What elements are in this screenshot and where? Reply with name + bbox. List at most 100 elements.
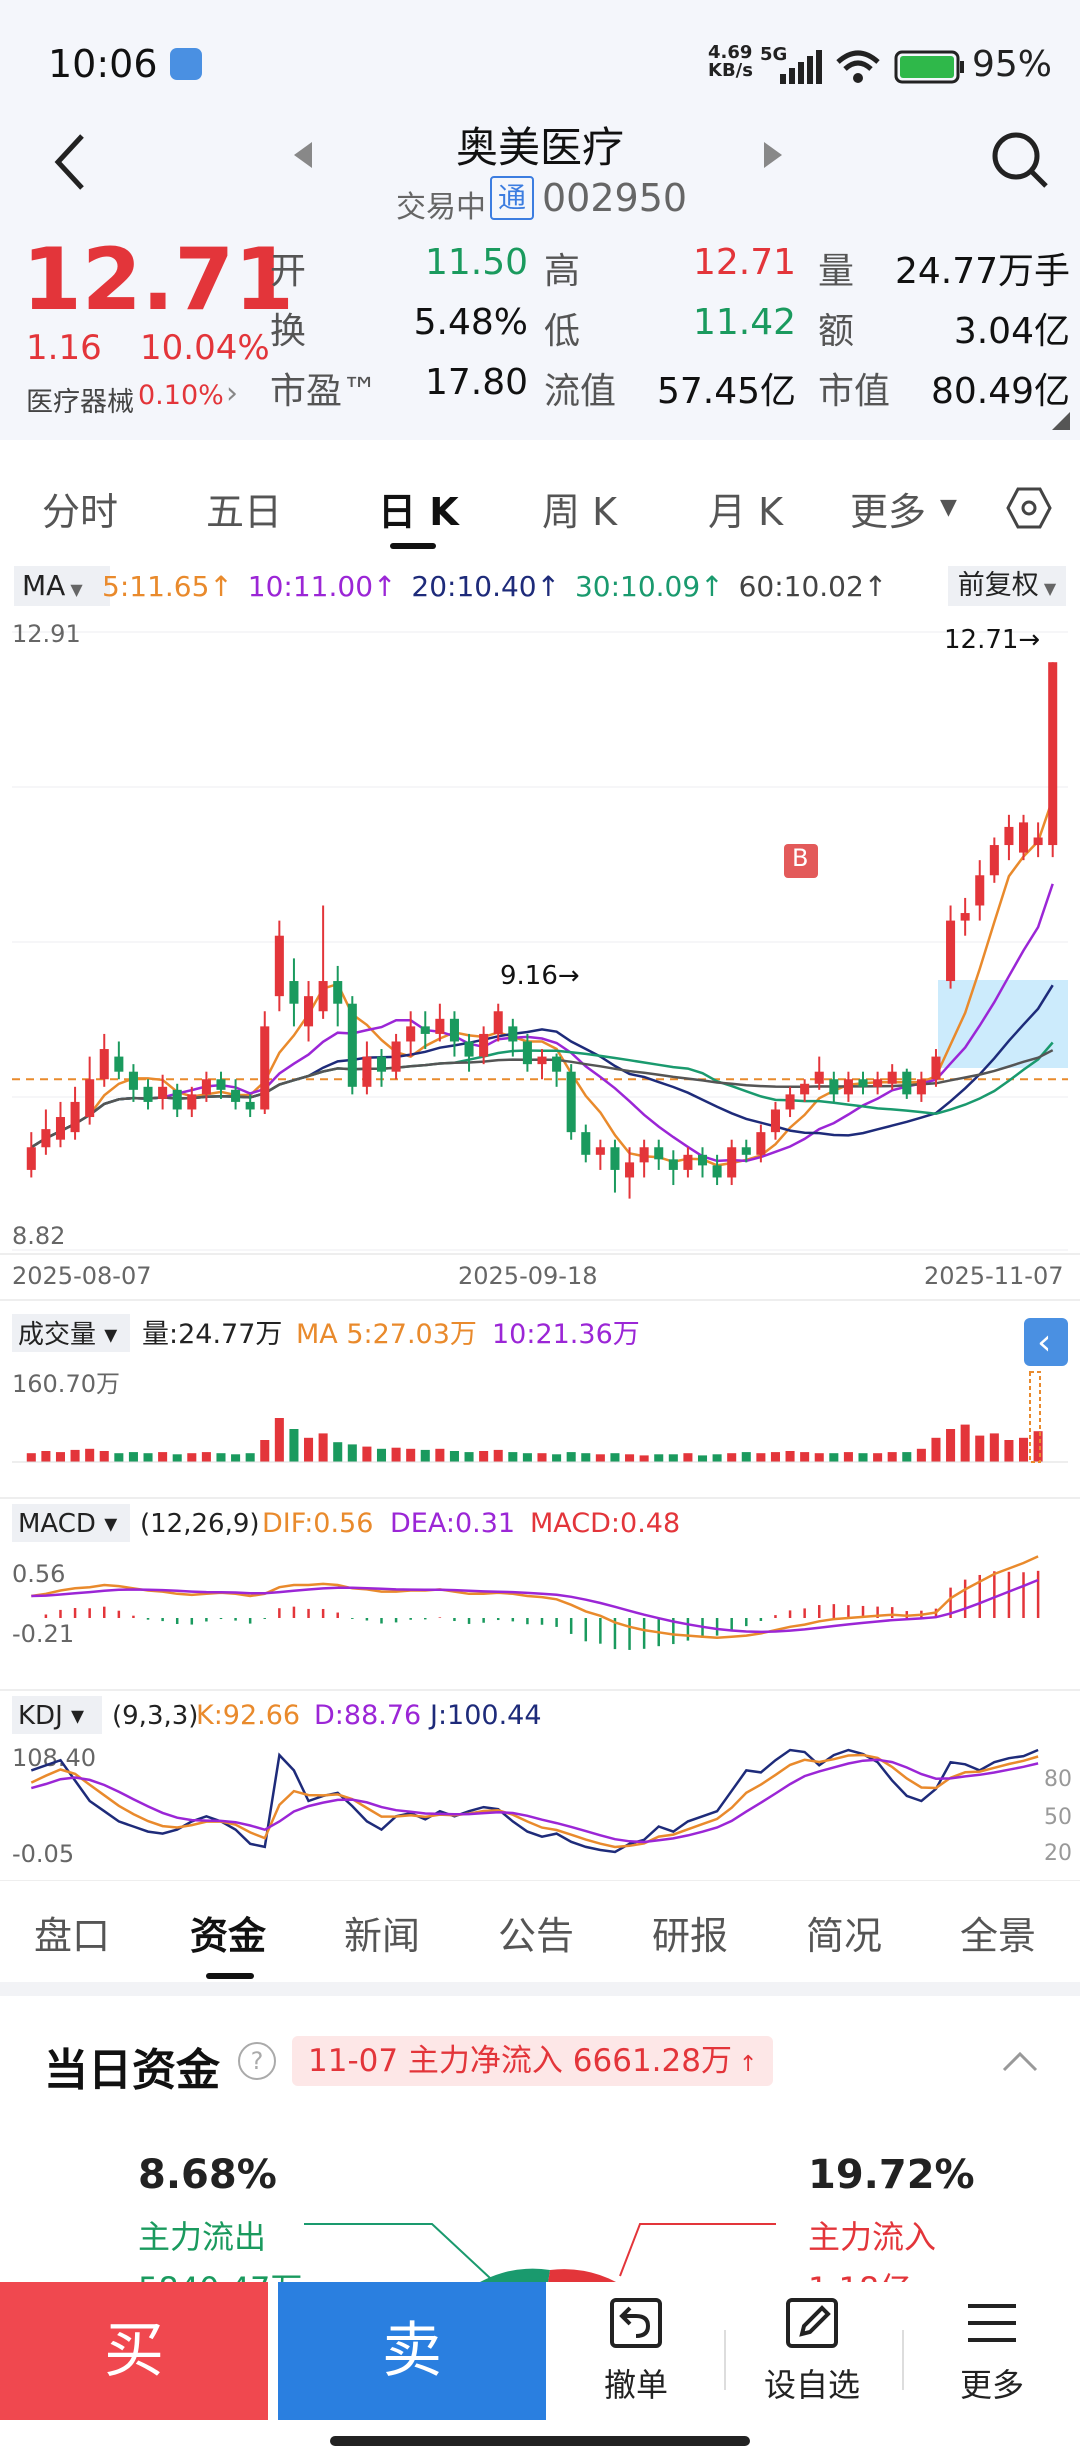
sector-chevron-icon[interactable]: ›: [226, 376, 238, 411]
candle-body: [770, 1109, 780, 1133]
candle-body: [406, 1026, 416, 1042]
inflow-pct: 19.72%: [808, 2152, 975, 2198]
macd-value: MACD:0.48: [530, 1508, 680, 1539]
volume-bar: [216, 1453, 226, 1462]
back-icon[interactable]: [50, 132, 90, 192]
tab-five-day[interactable]: 五日: [206, 490, 283, 534]
expand-corner-icon[interactable]: [1052, 412, 1070, 430]
candle-body: [785, 1094, 795, 1110]
volume-bar: [668, 1454, 678, 1462]
sector-name[interactable]: 医疗器械: [26, 387, 134, 418]
next-stock-icon[interactable]: [762, 140, 784, 170]
tab-weekly-k[interactable]: 周 K: [542, 490, 617, 534]
date-label-mid: 2025-09-18: [458, 1262, 597, 1290]
macd-axis-bottom: -0.21: [12, 1620, 74, 1648]
volume-bar: [333, 1442, 343, 1462]
tab-panorama[interactable]: 全景: [960, 1914, 1037, 1958]
tab-minute[interactable]: 分时: [42, 490, 119, 534]
outflow-label: 主力流出: [138, 2218, 267, 2256]
price-axis-bottom: 8.82: [12, 1222, 65, 1250]
volume-bar: [493, 1449, 503, 1462]
candle-body: [41, 1129, 51, 1148]
quote-label: 流值: [544, 371, 617, 412]
prev-stock-icon[interactable]: [292, 140, 314, 170]
net-type: 5G: [760, 44, 788, 65]
kline-chart[interactable]: 12.91 8.82 12.71→ 9.16→ B 2025-08-07 2025-09-1…: [0, 612, 1080, 1874]
status-time: 10:06: [48, 42, 158, 86]
volume-bar: [843, 1452, 853, 1462]
volume-bar: [406, 1448, 416, 1462]
tab-zijin[interactable]: 资金: [190, 1914, 267, 1958]
candle-body: [26, 1147, 36, 1170]
candle-body: [887, 1071, 897, 1084]
more-caret-icon[interactable]: ▼: [940, 495, 957, 520]
candle-body: [1048, 662, 1058, 846]
wifi-icon: [836, 50, 880, 83]
kdj-level-50: 50: [1044, 1805, 1072, 1830]
macd-axis-top: 0.56: [12, 1560, 65, 1588]
tab-monthly-k[interactable]: 月 K: [708, 490, 783, 534]
add-watchlist-label: 设自选: [763, 2366, 860, 2404]
volume-bar: [201, 1452, 211, 1462]
quote-label: 量: [818, 251, 855, 292]
volume-value: 量:24.77万: [142, 1319, 282, 1350]
candle-body: [581, 1132, 591, 1155]
add-watchlist-button[interactable]: 设自选: [732, 2294, 892, 2406]
search-icon[interactable]: [990, 130, 1050, 190]
settings-hexagon-icon[interactable]: [1006, 485, 1052, 531]
collapse-chevron-icon[interactable]: [1000, 2050, 1040, 2074]
candle-body: [376, 1056, 387, 1072]
tab-profile[interactable]: 简况: [806, 1914, 883, 1958]
volume-bar: [566, 1452, 576, 1462]
tab-announcement[interactable]: 公告: [498, 1914, 575, 1958]
volume-bar: [595, 1454, 605, 1462]
fund-banner: 11-07 主力净流入 6661.28万 ↑: [292, 2036, 774, 2086]
high-price-marker: 12.71→: [944, 625, 1040, 655]
fund-title: 当日资金: [44, 2045, 220, 2096]
tab-more[interactable]: 更多: [850, 490, 927, 534]
more-button[interactable]: 更多: [912, 2294, 1072, 2406]
tab-daily-k[interactable]: 日 K: [378, 490, 459, 534]
quote-value: 12.71: [692, 242, 796, 283]
quote-panel: 12.71 1.16 10.04% 医疗器械 0.10% › 开 11.50 高 12…: [0, 230, 1080, 440]
kdj-selector: [12, 1696, 102, 1734]
tab-pankou[interactable]: 盘口: [34, 1914, 111, 1958]
candle-body: [1033, 837, 1043, 846]
volume-bar: [26, 1453, 36, 1462]
toolbar-divider-2: [902, 2330, 904, 2390]
ma-selector[interactable]: MA ▼: [14, 566, 110, 606]
candle-body: [85, 1079, 95, 1118]
volume-bar: [347, 1444, 357, 1462]
signal-icon: [780, 50, 822, 84]
candle-body: [639, 1147, 649, 1163]
candle-body: [464, 1041, 474, 1057]
adjust-selector[interactable]: 前复权 ▼: [948, 566, 1066, 606]
outflow-pct: 8.68%: [138, 2152, 277, 2198]
volume-bar: [420, 1449, 430, 1462]
candle-body: [143, 1086, 153, 1102]
stock-header: 奥美医疗 交易中 通 002950: [0, 100, 1080, 230]
candle-body: [625, 1162, 635, 1178]
candle-body: [756, 1132, 766, 1155]
help-icon[interactable]: ?: [238, 2042, 276, 2080]
cancel-order-button[interactable]: 撤单: [556, 2294, 716, 2406]
volume-bar: [260, 1440, 270, 1462]
buy-button[interactable]: 买: [0, 2282, 268, 2420]
volume-bar: [274, 1418, 284, 1462]
candle-body: [566, 1071, 576, 1133]
candle-body: [201, 1079, 211, 1095]
price-change-pct: 10.04%: [140, 328, 270, 368]
tab-research[interactable]: 研报: [652, 1914, 729, 1958]
candle-body: [231, 1089, 241, 1102]
lower-tabs: 盘口 资金 新闻 公告 研报 简况 全景: [0, 1880, 1080, 1981]
volume-bar: [916, 1448, 926, 1462]
sell-button[interactable]: 卖: [278, 2282, 546, 2420]
menu-icon: [968, 2304, 1016, 2342]
candle-body: [843, 1079, 853, 1095]
sector-pct[interactable]: 0.10%: [138, 380, 224, 411]
home-indicator[interactable]: [330, 2436, 750, 2446]
price-axis-top: 12.91: [12, 620, 81, 648]
tab-news[interactable]: 新闻: [344, 1914, 421, 1958]
inflow-label: 主力流入: [808, 2218, 937, 2256]
volume-bar: [683, 1453, 693, 1462]
